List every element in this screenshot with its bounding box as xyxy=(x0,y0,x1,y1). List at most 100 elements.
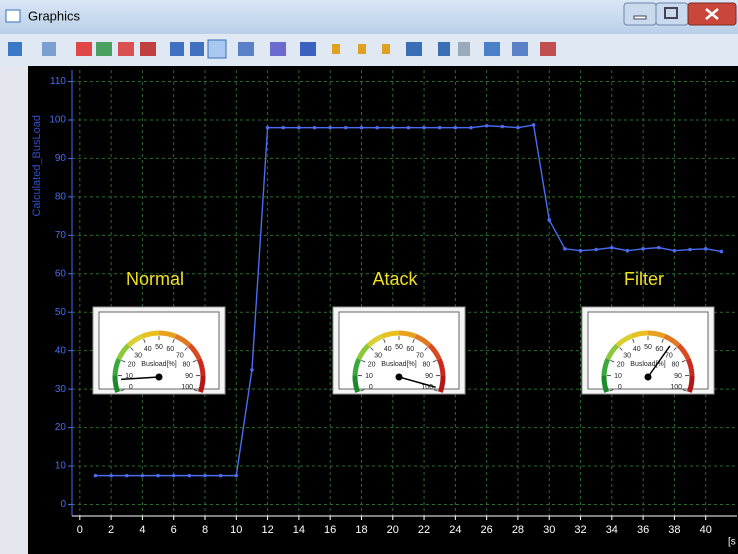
data-point xyxy=(250,368,254,372)
tool-icon[interactable] xyxy=(208,40,226,58)
y-tick-label: 60 xyxy=(55,268,67,279)
gauge-tick-label: 40 xyxy=(633,346,641,353)
x-tick-label: 28 xyxy=(512,524,524,536)
tool-icon[interactable] xyxy=(382,44,390,54)
gauge-label: Busload[%] xyxy=(141,361,176,368)
x-tick-label: 18 xyxy=(355,524,367,536)
data-point xyxy=(610,246,614,250)
gauge-label: Busload[%] xyxy=(630,361,665,368)
data-point xyxy=(141,474,145,478)
data-point xyxy=(547,218,551,222)
x-tick-label: 10 xyxy=(230,524,242,536)
gauge-tick-label: 80 xyxy=(183,362,191,369)
x-unit-label: [s xyxy=(728,537,736,548)
gauge-tick-label: 0 xyxy=(369,384,373,391)
gauge-caption: Filter xyxy=(624,269,664,289)
tool-icon[interactable] xyxy=(140,42,156,56)
gauge-hub xyxy=(396,374,403,381)
gauge-tick-label: 20 xyxy=(368,362,376,369)
tool-icon[interactable] xyxy=(512,42,528,56)
gauge-tick-label: 10 xyxy=(614,373,622,380)
data-point xyxy=(422,126,426,130)
minimize-button[interactable] xyxy=(624,3,656,25)
data-point xyxy=(172,474,176,478)
data-point xyxy=(94,474,98,478)
gauge-arc xyxy=(200,375,203,392)
data-point xyxy=(407,126,411,130)
y-tick-label: 40 xyxy=(55,345,67,356)
data-point xyxy=(109,474,113,478)
gauge-tick-label: 40 xyxy=(384,346,392,353)
x-tick-label: 26 xyxy=(481,524,493,536)
tool-icon[interactable] xyxy=(170,42,184,56)
data-point xyxy=(234,474,238,478)
tool-icon[interactable] xyxy=(540,42,556,56)
tool-icon[interactable] xyxy=(8,42,22,56)
data-point xyxy=(203,474,207,478)
gauge-tick-label: 60 xyxy=(655,346,663,353)
gauge-tick-label: 80 xyxy=(672,362,680,369)
gauge-caption: Atack xyxy=(372,269,418,289)
data-point xyxy=(673,249,677,253)
tool-icon[interactable] xyxy=(406,42,422,56)
tool-icon[interactable] xyxy=(332,44,340,54)
x-tick-label: 30 xyxy=(543,524,555,536)
data-point xyxy=(125,474,129,478)
tool-icon[interactable] xyxy=(96,42,112,56)
data-point xyxy=(485,124,489,128)
gauge-arc xyxy=(355,375,358,392)
x-tick-label: 16 xyxy=(324,524,336,536)
y-tick-label: 0 xyxy=(60,499,66,510)
data-point xyxy=(328,126,332,130)
tool-icon[interactable] xyxy=(270,42,286,56)
x-tick-label: 24 xyxy=(449,524,461,536)
gauge-tick-label: 100 xyxy=(670,384,682,391)
data-point xyxy=(720,250,724,254)
y-tick-label: 10 xyxy=(55,461,67,472)
tool-icon[interactable] xyxy=(458,42,470,56)
data-point xyxy=(626,249,630,253)
maximize-button[interactable] xyxy=(656,3,688,25)
data-point xyxy=(188,474,192,478)
tool-icon[interactable] xyxy=(300,42,316,56)
y-axis-label: Calculated_BusLoad xyxy=(31,115,43,217)
data-point xyxy=(281,126,285,130)
gauge-tick-label: 90 xyxy=(185,373,193,380)
data-point xyxy=(156,474,160,478)
tool-icon[interactable] xyxy=(42,42,56,56)
gauge-tick-label: 20 xyxy=(128,362,136,369)
data-point xyxy=(344,126,348,130)
gauge-label: Busload[%] xyxy=(381,361,416,368)
gauge-tick-label: 60 xyxy=(406,346,414,353)
data-point xyxy=(297,126,301,130)
data-point xyxy=(438,126,442,130)
data-point xyxy=(579,249,583,253)
x-tick-label: 12 xyxy=(261,524,273,536)
tool-icon[interactable] xyxy=(438,42,450,56)
gauge-tick-label: 70 xyxy=(176,352,184,359)
gauge-caption: Normal xyxy=(126,269,184,289)
data-point xyxy=(641,247,645,251)
gauge-tick-label: 30 xyxy=(623,352,631,359)
minimize-icon xyxy=(634,16,646,19)
data-point xyxy=(688,248,692,252)
gauge-tick-label: 50 xyxy=(155,344,163,351)
tool-icon[interactable] xyxy=(190,42,204,56)
x-tick-label: 0 xyxy=(77,524,83,536)
y-tick-label: 80 xyxy=(55,192,67,203)
gauge-tick-label: 20 xyxy=(617,362,625,369)
x-tick-label: 34 xyxy=(606,524,618,536)
tool-icon[interactable] xyxy=(118,42,134,56)
gauge-tick-label: 0 xyxy=(618,384,622,391)
y-tick-label: 50 xyxy=(55,307,67,318)
gauge-tick-label: 50 xyxy=(395,344,403,351)
data-point xyxy=(454,126,458,130)
tool-icon[interactable] xyxy=(358,44,366,54)
tool-icon[interactable] xyxy=(484,42,500,56)
data-point xyxy=(657,246,661,250)
tool-icon[interactable] xyxy=(238,42,254,56)
tool-icon[interactable] xyxy=(76,42,92,56)
data-point xyxy=(594,248,598,252)
y-tick-label: 90 xyxy=(55,153,67,164)
x-tick-label: 22 xyxy=(418,524,430,536)
